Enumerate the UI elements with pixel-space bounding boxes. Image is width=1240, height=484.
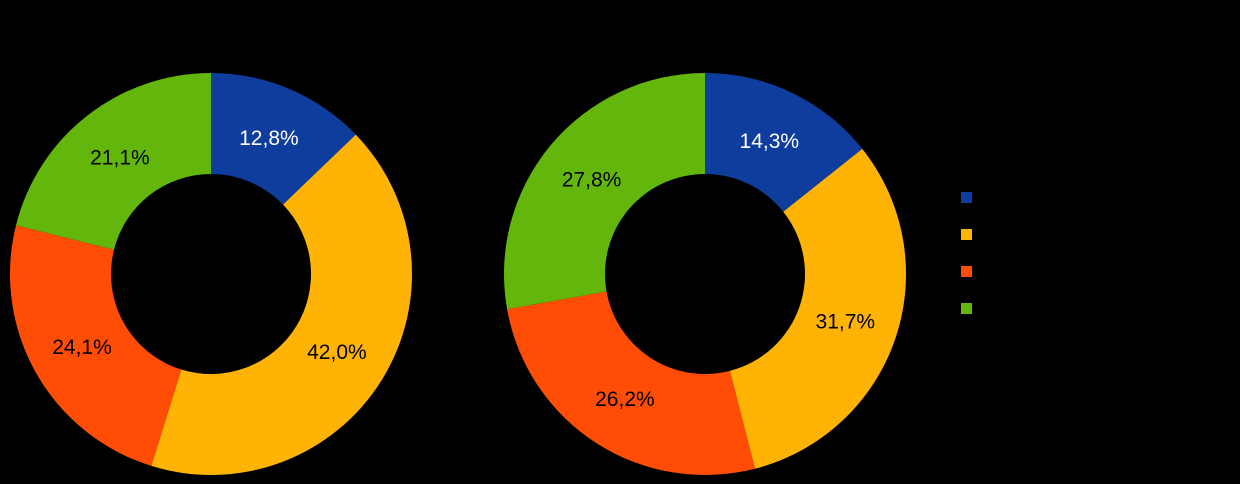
legend-item-2 bbox=[961, 266, 972, 277]
left-donut-slice-label-2: 24,1% bbox=[52, 336, 112, 359]
right-donut-slice-3 bbox=[503, 73, 705, 310]
left-donut-slice-3 bbox=[16, 72, 211, 250]
legend-swatch-icon bbox=[961, 192, 972, 203]
legend-swatch-icon bbox=[961, 303, 972, 314]
right-donut-slice-2 bbox=[507, 291, 755, 476]
left-donut-slice-label-1: 42,0% bbox=[307, 341, 367, 364]
left-donut-slice-2 bbox=[9, 225, 182, 466]
legend-item-3 bbox=[961, 303, 972, 314]
left-donut-slice-1 bbox=[151, 134, 412, 476]
right-donut-slice-0 bbox=[705, 73, 863, 212]
legend-item-1 bbox=[961, 229, 972, 240]
legend-item-0 bbox=[961, 192, 972, 203]
left-donut-slice-label-3: 21,1% bbox=[90, 147, 150, 170]
left-donut-slice-0 bbox=[211, 73, 356, 205]
right-donut-slice-1 bbox=[729, 148, 907, 469]
right-donut-slice-label-0: 14,3% bbox=[740, 130, 800, 153]
right-donut-slice-label-3: 27,8% bbox=[562, 168, 622, 191]
left-donut-slice-label-0: 12,8% bbox=[239, 127, 299, 150]
donut-chart-right-donut: 14,3% 31,7% 26,2% 27,8% bbox=[503, 73, 907, 476]
legend-swatch-icon bbox=[961, 229, 972, 240]
donut-chart-left-donut: 12,8% 42,0% 24,1% 21,1% bbox=[9, 72, 412, 476]
right-donut-slice-label-1: 31,7% bbox=[816, 310, 876, 333]
legend-swatch-icon bbox=[961, 266, 972, 277]
right-donut-slice-label-2: 26,2% bbox=[595, 388, 655, 411]
